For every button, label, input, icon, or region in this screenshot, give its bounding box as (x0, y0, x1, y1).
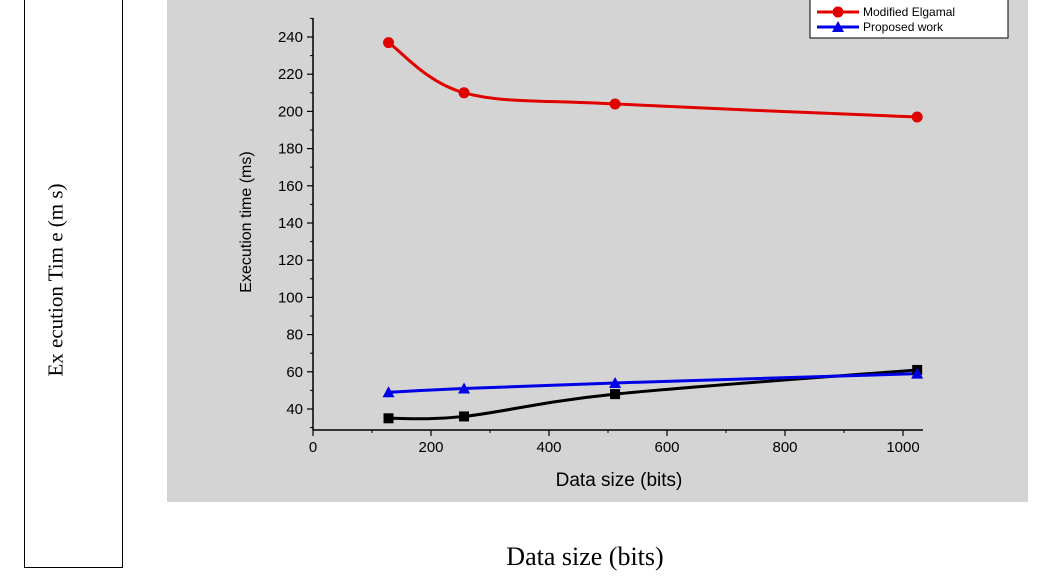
x-tick-label: 0 (309, 439, 317, 456)
y-tick-label: 100 (278, 289, 303, 306)
x-tick-label: 800 (772, 439, 797, 456)
series-3-point (609, 376, 622, 388)
x-tick-label: 400 (536, 439, 561, 456)
series-2-point (383, 37, 395, 49)
x-tick-label: 1000 (886, 439, 919, 456)
y-tick-label: 40 (286, 401, 303, 418)
y-tick-label: 220 (278, 66, 303, 83)
series-1-point (459, 411, 470, 422)
y-tick-label: 200 (278, 103, 303, 120)
series-2-point (609, 98, 621, 110)
y-axis-title: Execution time (ms) (238, 151, 255, 292)
x-tick-label: 600 (654, 439, 679, 456)
series-3-point (458, 382, 471, 394)
y-tick-label: 80 (286, 327, 303, 344)
series-1-point (383, 413, 394, 424)
y-tick-label: 120 (278, 252, 303, 269)
legend-marker-3 (832, 21, 844, 32)
y-tick-label: 60 (286, 364, 303, 381)
series-lines (387, 41, 918, 421)
x-axis-title: Data size (bits) (556, 470, 683, 491)
outer-frame (24, 0, 123, 568)
x-tick-label: 200 (418, 439, 443, 456)
legend-label-2: Modified Elgamal (863, 5, 955, 19)
legend-marker-2 (832, 6, 844, 18)
series-line-3 (388, 372, 918, 394)
y-tick-label: 240 (278, 29, 303, 46)
y-tick-label: 140 (278, 215, 303, 232)
y-tick-label: 180 (278, 141, 303, 158)
y-tick-label: 160 (278, 178, 303, 195)
plot-panel: 40 60 80 100 120 140 160 180 200 220 240 0 200 400 600… (167, 0, 1028, 502)
series-3-point (911, 367, 924, 379)
series-3-point (382, 386, 395, 398)
line-chart: 40 60 80 100 120 140 160 180 200 220 240 0 200 400 600… (238, 0, 1009, 491)
outer-x-axis-label: Data size (bits) (506, 542, 664, 571)
legend-label-3: Proposed work (863, 20, 944, 34)
series-line-2 (387, 41, 918, 119)
series-2-point (458, 87, 470, 99)
outer-y-axis-label: Ex ecution Tim e (m s) (43, 183, 68, 377)
series-1-point (610, 389, 621, 400)
series-markers (382, 37, 924, 424)
series-2-point (911, 111, 923, 123)
axes: 40 60 80 100 120 140 160 180 200 220 240 0 200 400 600… (278, 17, 923, 456)
